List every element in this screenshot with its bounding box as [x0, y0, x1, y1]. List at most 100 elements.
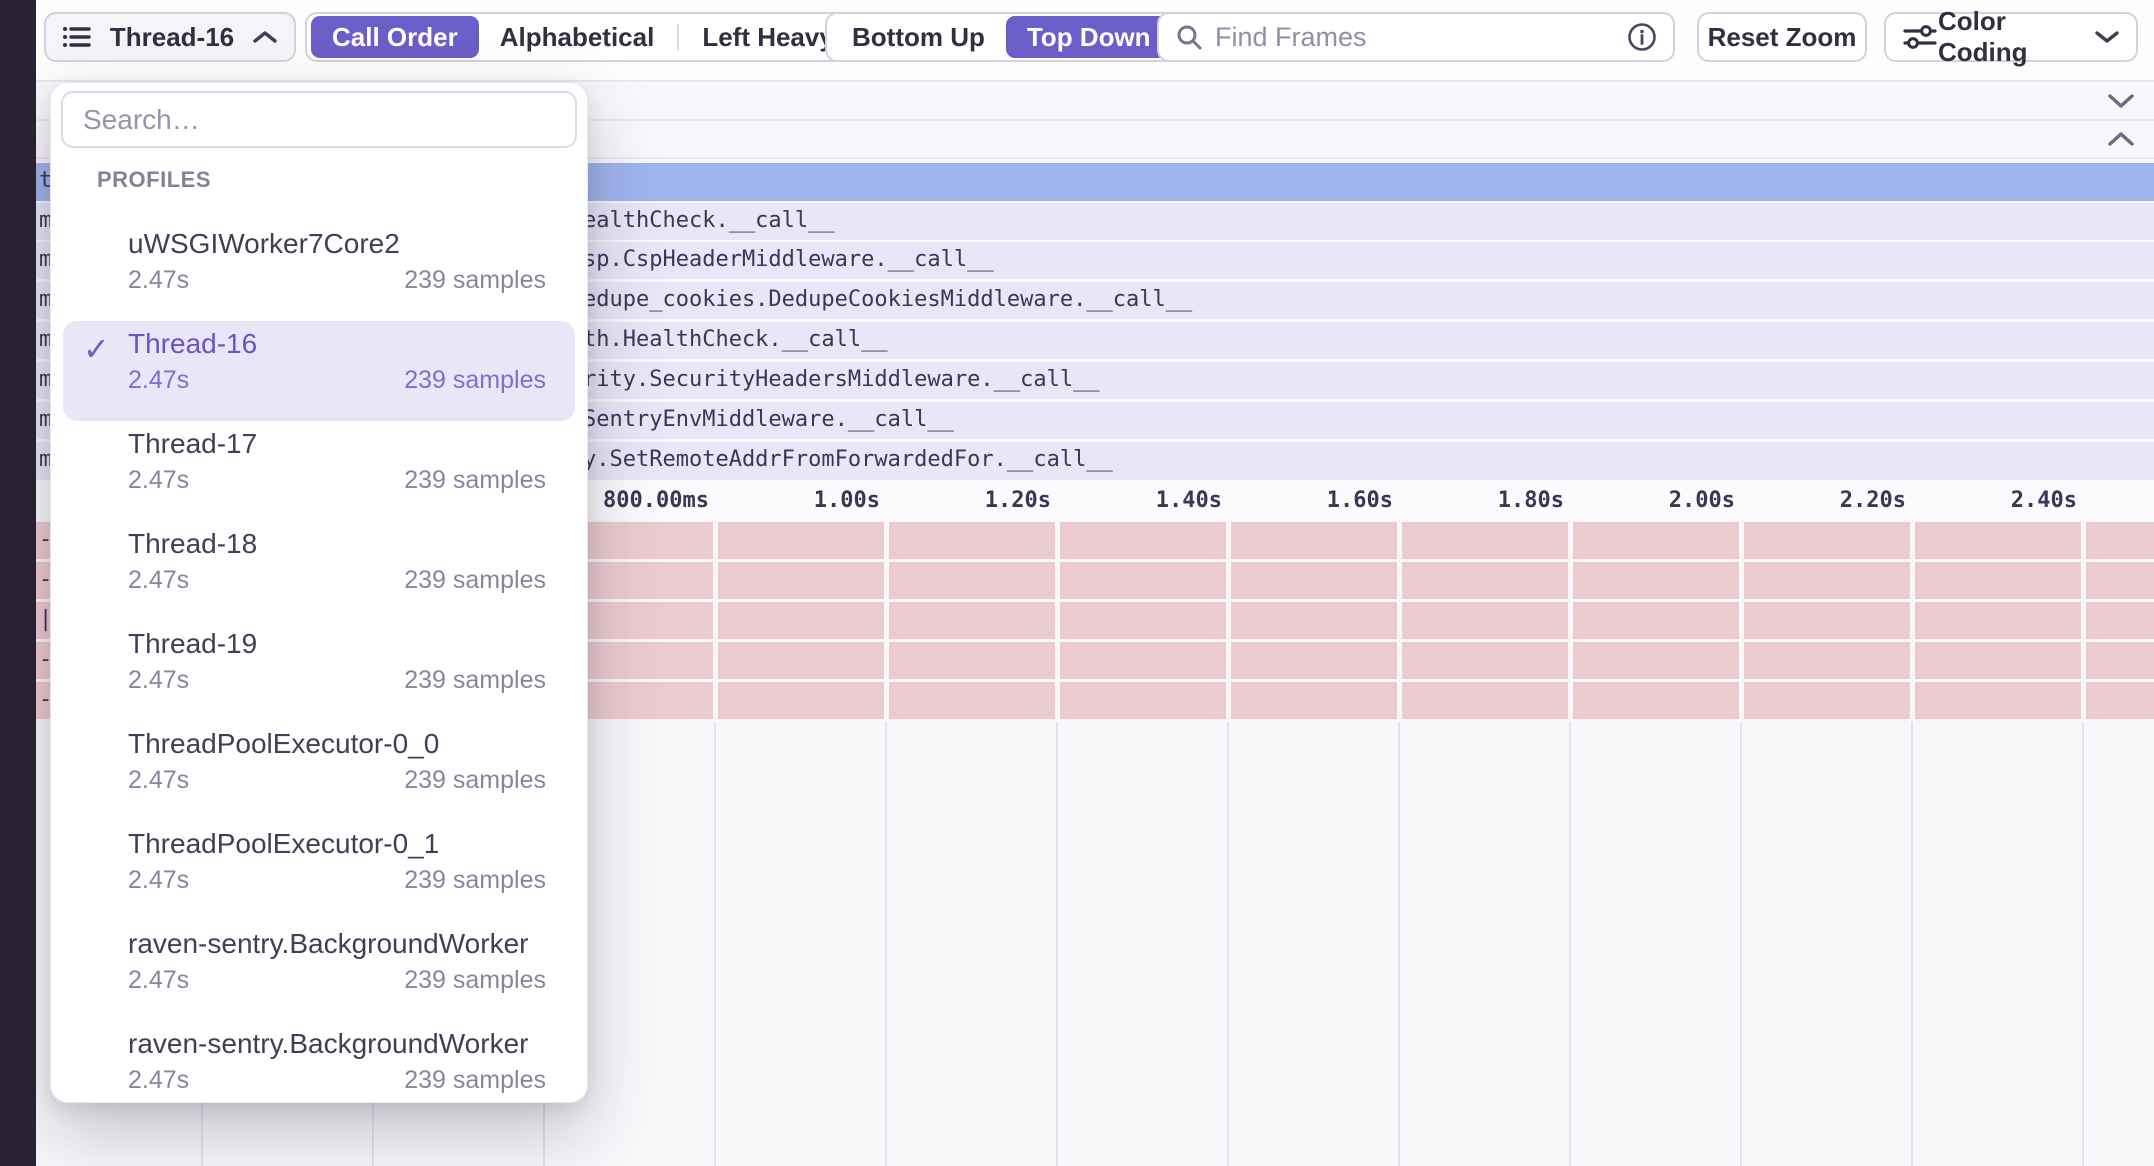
flame-frame-stub: - — [39, 647, 53, 672]
gridline — [714, 722, 716, 1166]
profile-samples: 239 samples — [404, 766, 546, 794]
check-icon: ✓ — [83, 331, 110, 367]
dropdown-search-placeholder: Search… — [83, 103, 200, 135]
profile-meta: 2.47s 239 samples — [128, 666, 546, 695]
gridline — [2082, 722, 2084, 1166]
flame-frame-stub: - — [39, 687, 53, 712]
profile-name: uWSGIWorker7Core2 — [128, 228, 400, 259]
profile-duration: 2.47s — [128, 266, 190, 294]
info-icon[interactable] — [1627, 22, 1657, 52]
profile-duration: 2.47s — [128, 866, 190, 894]
gridline — [1397, 519, 1402, 722]
profile-meta: 2.47s 239 samples — [128, 366, 546, 395]
sort-option-call-order[interactable]: Call Order — [311, 16, 479, 58]
profile-name: Thread-17 — [128, 428, 258, 459]
reset-zoom-button[interactable]: Reset Zoom — [1697, 12, 1867, 62]
find-frames-placeholder: Find Frames — [1215, 21, 1367, 52]
gridline — [1226, 519, 1231, 722]
profile-meta: 2.47s 239 samples — [128, 266, 546, 295]
profile-samples: 239 samples — [404, 266, 546, 294]
profile-duration: 2.47s — [128, 566, 190, 594]
chevron-up-icon — [252, 29, 278, 45]
reset-zoom-label: Reset Zoom — [1707, 21, 1857, 52]
sort-segmented-control: Call Order Alphabetical Left Heavy — [305, 12, 861, 62]
profile-item[interactable]: Thread-19 2.47s 239 samples — [63, 621, 575, 721]
profile-item[interactable]: raven-sentry.BackgroundWorker 2.47s 239 sa… — [63, 1021, 575, 1121]
flame-frame-stub: - — [39, 567, 53, 592]
app-sidebar-strip — [0, 0, 36, 1166]
chevron-up-icon[interactable] — [2106, 130, 2136, 148]
flame-frame-label: y.SetRemoteAddrFromForwardedFor.__call__ — [583, 447, 1113, 472]
profile-samples: 239 samples — [404, 566, 546, 594]
axis-tick-label: 1.20s — [984, 488, 1051, 513]
profile-item[interactable]: ThreadPoolExecutor-0_0 2.47s 239 samples — [63, 721, 575, 821]
profile-name: ThreadPoolExecutor-0_0 — [128, 728, 440, 759]
profile-duration: 2.47s — [128, 766, 190, 794]
thread-selector-label: Thread-16 — [109, 21, 235, 52]
flame-frame-label: sp.CspHeaderMiddleware.__call__ — [583, 247, 994, 272]
flame-frame-stub: m — [39, 327, 53, 352]
gridline — [1911, 722, 1913, 1166]
gridline — [2081, 519, 2086, 722]
find-frames-input[interactable]: Find Frames — [1157, 12, 1675, 62]
axis-tick-label: 2.20s — [1839, 488, 1906, 513]
gridline — [1910, 519, 1915, 722]
flame-frame-stub: m — [39, 447, 53, 472]
flame-frame-stub: t — [39, 168, 53, 193]
flame-frame-stub: m — [39, 208, 53, 233]
profile-name: Thread-16 — [128, 328, 258, 359]
axis-tick-label: 1.80s — [1497, 488, 1564, 513]
gridline — [713, 519, 718, 722]
dropdown-search-input[interactable]: Search… — [61, 91, 577, 148]
search-icon — [1175, 23, 1203, 51]
profiles-section-label: PROFILES — [97, 167, 212, 192]
sort-option-alphabetical[interactable]: Alphabetical — [499, 21, 655, 52]
profiles-list: uWSGIWorker7Core2 2.47s 239 samples ✓ Thread… — [51, 221, 587, 1121]
profile-samples: 239 samples — [404, 666, 546, 694]
flame-frame-label: SentryEnvMiddleware.__call__ — [583, 407, 954, 432]
profile-name: Thread-18 — [128, 528, 258, 559]
thread-dropdown-panel: Search… PROFILES uWSGIWorker7Core2 2.47s 2… — [50, 82, 588, 1103]
chevron-down-icon[interactable] — [2106, 92, 2136, 110]
profile-duration: 2.47s — [128, 466, 190, 494]
axis-tick-label: 2.40s — [2010, 488, 2077, 513]
axis-tick-label: 1.00s — [813, 488, 880, 513]
profile-samples: 239 samples — [404, 966, 546, 994]
axis-tick-label: 2.00s — [1668, 488, 1735, 513]
color-coding-button[interactable]: Color Coding — [1884, 6, 2138, 67]
sort-option-left-heavy[interactable]: Left Heavy — [702, 21, 834, 52]
profile-item[interactable]: Thread-18 2.47s 239 samples — [63, 521, 575, 621]
profile-item[interactable]: raven-sentry.BackgroundWorker 2.47s 239 sa… — [63, 921, 575, 1021]
flame-frame-label: th.HealthCheck.__call__ — [583, 327, 888, 352]
gridline — [884, 519, 889, 722]
direction-option-bottom-up[interactable]: Bottom Up — [852, 21, 985, 52]
gridline — [885, 722, 887, 1166]
gridline — [1568, 519, 1573, 722]
thread-selector-button[interactable]: Thread-16 — [44, 12, 296, 62]
profile-item[interactable]: uWSGIWorker7Core2 2.47s 239 samples — [63, 221, 575, 321]
profile-meta: 2.47s 239 samples — [128, 966, 546, 995]
profile-meta: 2.47s 239 samples — [128, 1066, 546, 1095]
profile-name: raven-sentry.BackgroundWorker — [128, 928, 529, 959]
profile-item[interactable]: Thread-17 2.47s 239 samples — [63, 421, 575, 521]
flame-frame-label: ealthCheck.__call__ — [583, 208, 835, 233]
profile-name: Thread-19 — [128, 628, 258, 659]
direction-segmented-control: Bottom Up Top Down — [825, 12, 1178, 62]
profile-item[interactable]: ✓ Thread-16 2.47s 239 samples — [63, 321, 575, 421]
axis-tick-label: 1.60s — [1326, 488, 1393, 513]
profile-meta: 2.47s 239 samples — [128, 466, 546, 495]
gridline — [1739, 519, 1744, 722]
gridline — [1227, 722, 1229, 1166]
list-icon — [62, 23, 92, 51]
profile-meta: 2.47s 239 samples — [128, 566, 546, 595]
profile-samples: 239 samples — [404, 366, 546, 394]
profile-duration: 2.47s — [128, 1066, 190, 1094]
chevron-down-icon — [2094, 29, 2120, 45]
profile-item[interactable]: ThreadPoolExecutor-0_1 2.47s 239 samples — [63, 821, 575, 921]
flame-frame-stub: m — [39, 287, 53, 312]
gridline — [1569, 722, 1571, 1166]
profile-duration: 2.47s — [128, 666, 190, 694]
direction-option-top-down[interactable]: Top Down — [1005, 16, 1172, 58]
segment-divider — [677, 24, 680, 50]
gridline — [1055, 519, 1060, 722]
